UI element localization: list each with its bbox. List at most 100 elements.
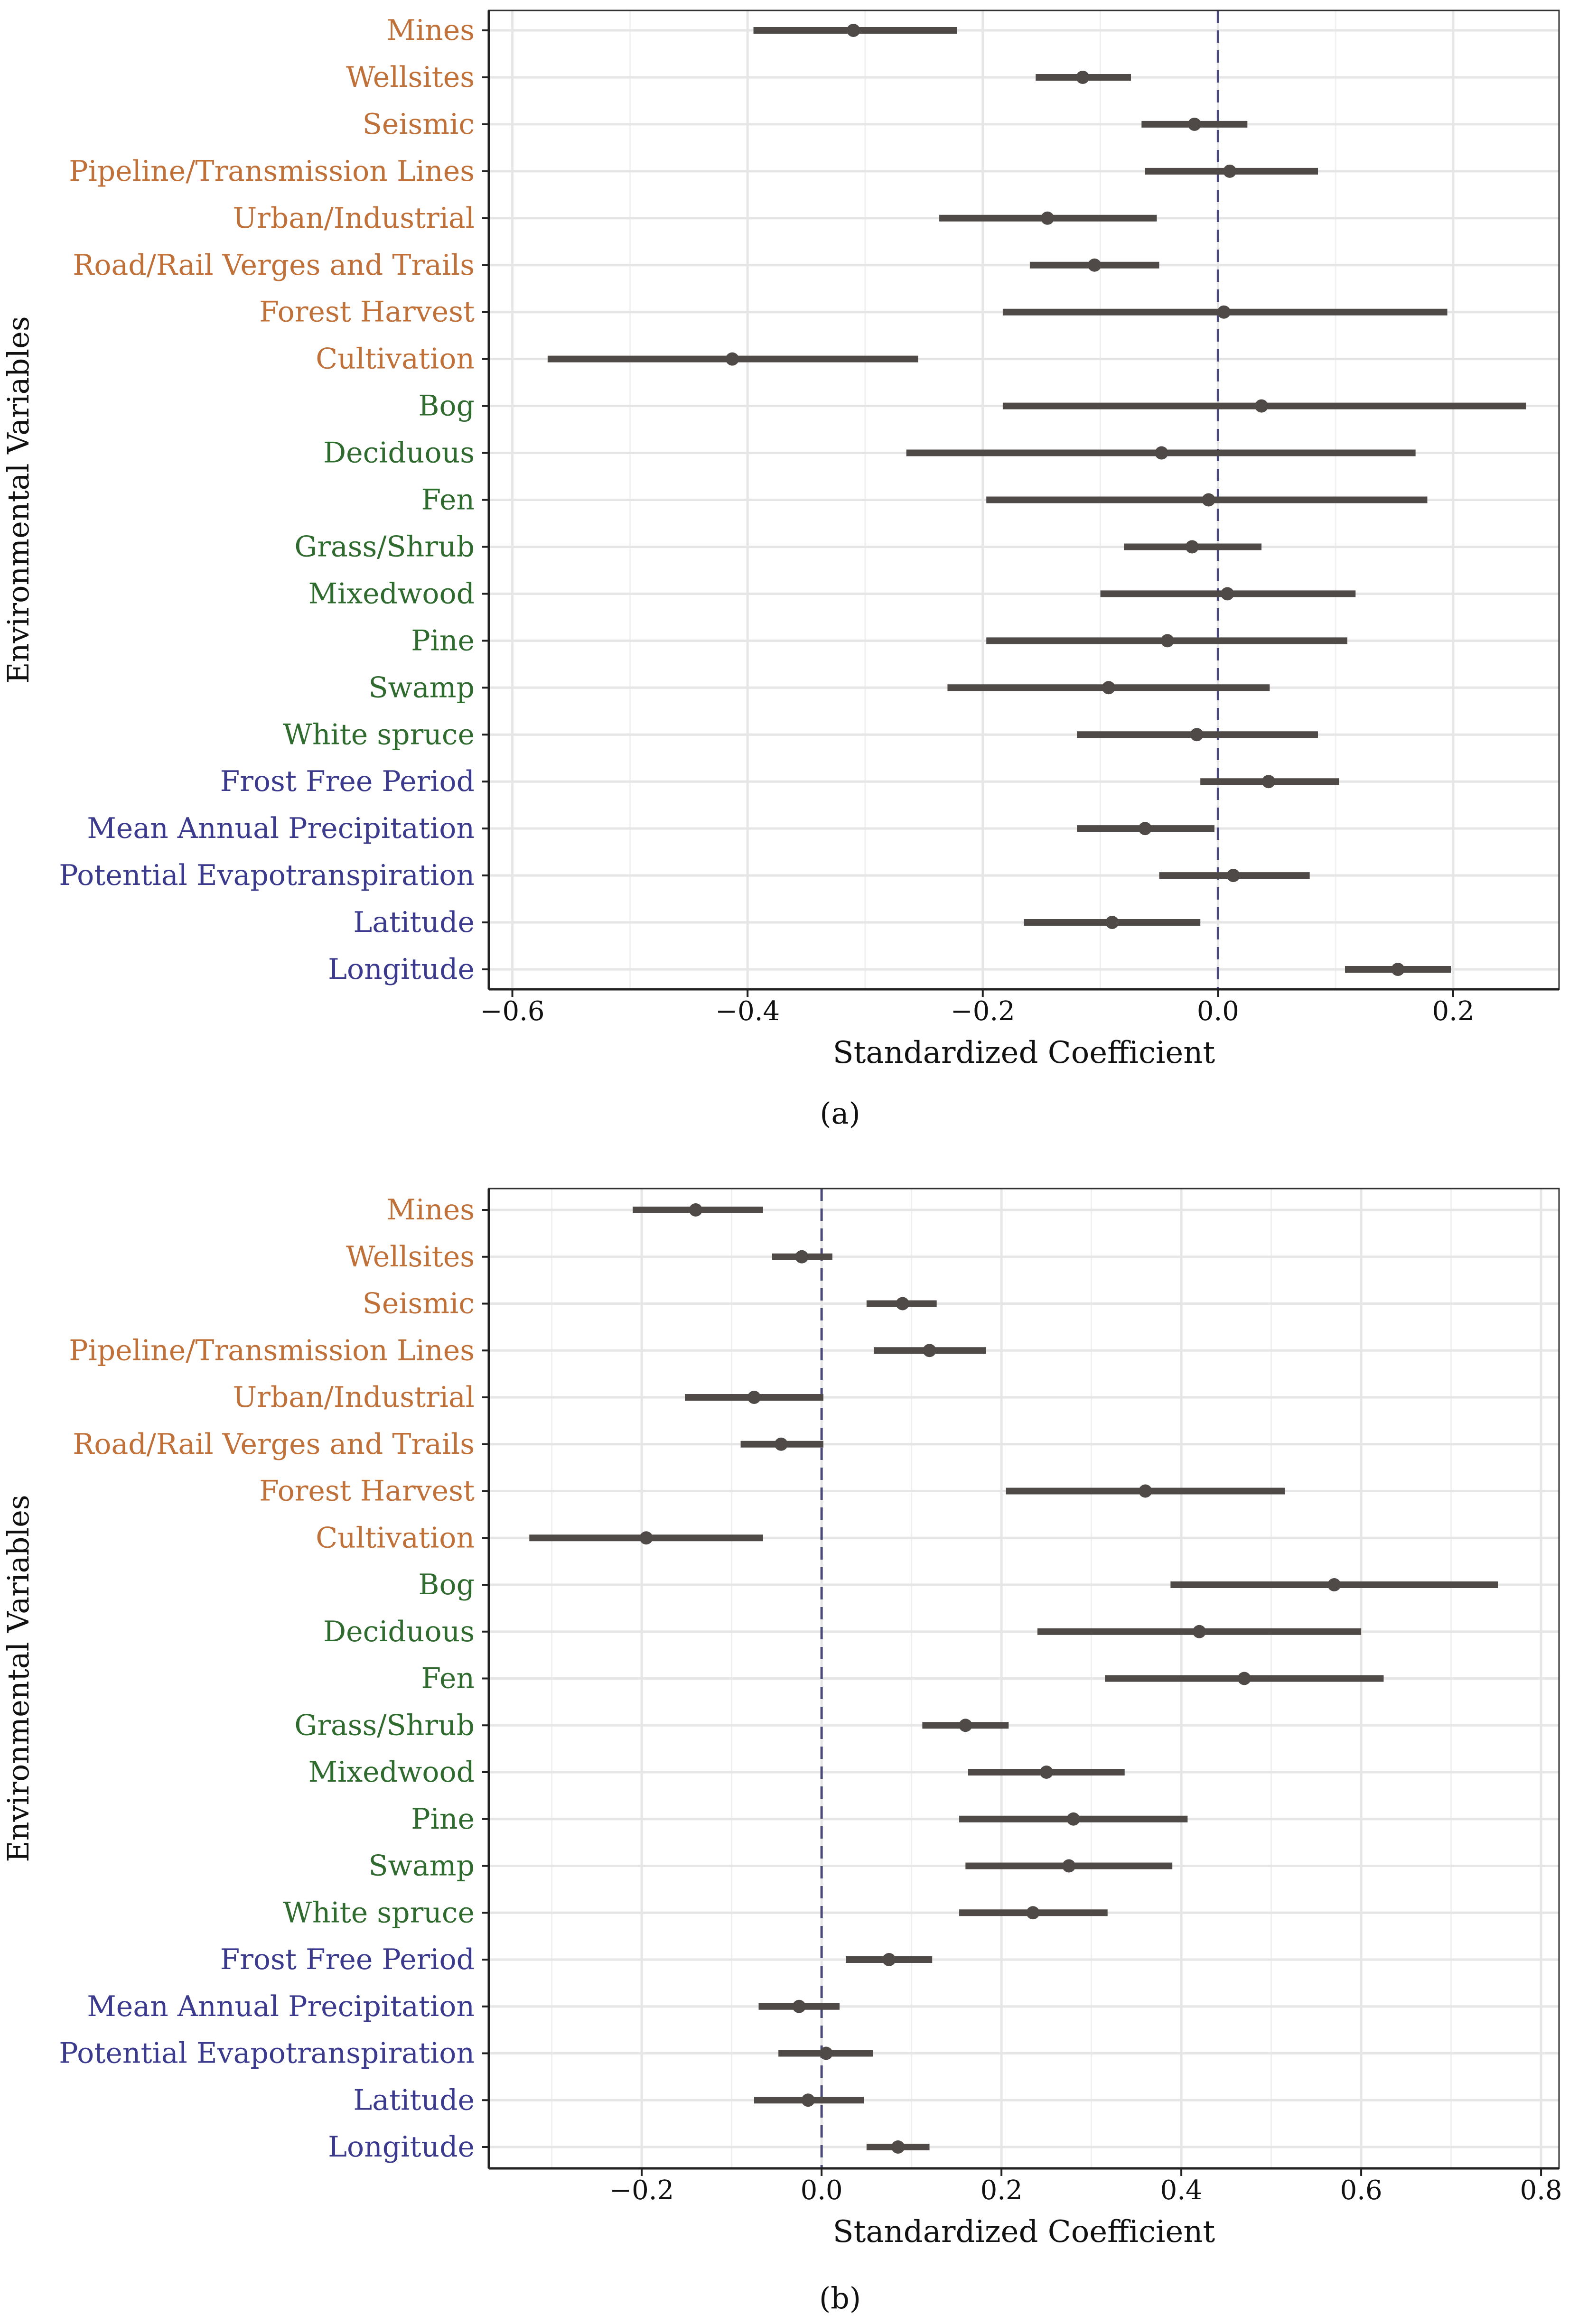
estimate-point — [639, 1531, 653, 1545]
y-tick-label: Deciduous — [323, 1615, 475, 1648]
estimate-point — [1039, 1766, 1053, 1779]
y-tick-label: Mixedwood — [308, 577, 475, 610]
estimate-point — [1391, 963, 1405, 976]
estimate-point — [689, 1203, 702, 1217]
estimate-point — [1026, 1906, 1040, 1920]
y-tick-label: White spruce — [283, 1896, 475, 1929]
coefficient-plot-a: Mines Wellsites Seismic Pipeline/Transmissi… — [0, 0, 1569, 1139]
estimate-point — [923, 1344, 936, 1357]
estimate-point — [1102, 681, 1115, 695]
y-tick-label: Pipeline/Transmission Lines — [69, 155, 475, 188]
x-tick-label: 0.4 — [1160, 2175, 1203, 2206]
y-tick-label: Bog — [418, 390, 475, 423]
y-tick-label: Longitude — [328, 2130, 475, 2164]
estimate-point — [1138, 822, 1152, 836]
y-tick-label: Urban/Industrial — [233, 1381, 475, 1414]
estimate-point — [1255, 399, 1269, 413]
y-tick-label: Swamp — [368, 671, 475, 704]
y-axis-title: Environmental Variables — [1, 316, 36, 683]
y-tick-label: Mean Annual Precipitation — [87, 812, 475, 845]
estimate-point — [1076, 70, 1090, 84]
estimate-point — [747, 1391, 761, 1404]
coefficient-plot-b: Mines Wellsites Seismic Pipeline/Transmissi… — [0, 1167, 1569, 2322]
estimate-point — [1062, 1859, 1076, 1873]
y-tick-label: Cultivation — [316, 343, 475, 376]
estimate-point — [1160, 634, 1174, 648]
estimate-point — [896, 1297, 909, 1311]
estimate-point — [1327, 1578, 1341, 1591]
x-tick-label: −0.6 — [480, 996, 545, 1027]
y-tick-label: Pipeline/Transmission Lines — [69, 1334, 475, 1367]
estimate-point — [795, 1250, 809, 1264]
figure-caption: (b) — [819, 2281, 861, 2315]
x-tick-label: 0.6 — [1340, 2175, 1382, 2206]
y-tick-label: Grass/Shrub — [294, 530, 475, 563]
y-tick-label: Road/Rail Verges and Trails — [73, 249, 475, 282]
estimate-point — [1221, 587, 1234, 601]
x-axis-title: Standardized Coefficient — [833, 2214, 1215, 2250]
y-tick-label: Frost Free Period — [220, 765, 475, 798]
x-tick-label: −0.2 — [951, 996, 1015, 1027]
estimate-point — [1226, 869, 1240, 883]
estimate-point — [882, 1953, 896, 1966]
y-tick-label: Mines — [386, 14, 475, 47]
y-tick-label: Forest Harvest — [259, 1475, 475, 1508]
y-tick-label: Seismic — [363, 108, 475, 141]
y-tick-label: Pine — [411, 624, 475, 657]
x-tick-label: 0.0 — [801, 2175, 843, 2206]
estimate-point — [1187, 117, 1201, 131]
estimate-point — [1223, 164, 1237, 178]
estimate-point — [792, 1999, 806, 2013]
y-tick-label: White spruce — [283, 718, 475, 751]
x-tick-label: 0.2 — [1432, 996, 1474, 1027]
y-tick-label: Deciduous — [323, 437, 475, 470]
figure-caption: (a) — [820, 1096, 860, 1131]
estimate-point — [1185, 540, 1199, 554]
y-tick-label: Frost Free Period — [220, 1943, 475, 1976]
y-tick-label: Mines — [386, 1193, 475, 1227]
x-axis-title: Standardized Coefficient — [833, 1035, 1215, 1070]
y-tick-label: Latitude — [353, 2083, 475, 2117]
estimate-point — [847, 24, 860, 37]
x-tick-label: 0.0 — [1197, 996, 1239, 1027]
estimate-point — [774, 1437, 788, 1451]
coefficient-plot-a-svg: Mines Wellsites Seismic Pipeline/Transmissi… — [1, 9, 1560, 1131]
y-tick-label: Urban/Industrial — [233, 202, 475, 235]
estimate-point — [801, 2093, 815, 2107]
y-tick-label: Mixedwood — [308, 1756, 475, 1789]
y-tick-label: Longitude — [328, 953, 475, 986]
x-tick-label: −0.2 — [609, 2175, 674, 2206]
estimate-point — [725, 352, 739, 366]
y-tick-label: Latitude — [353, 906, 475, 939]
y-tick-label: Forest Harvest — [259, 296, 475, 329]
x-tick-label: 0.8 — [1520, 2175, 1562, 2206]
y-tick-label: Mean Annual Precipitation — [87, 1990, 475, 2023]
y-tick-label: Bog — [418, 1568, 475, 1601]
y-tick-label: Pine — [411, 1803, 475, 1836]
estimate-point — [1155, 446, 1168, 460]
estimate-point — [1202, 493, 1215, 507]
estimate-point — [1193, 1625, 1206, 1638]
x-tick-label: −0.4 — [715, 996, 780, 1027]
estimate-point — [1217, 305, 1231, 319]
y-axis-title: Environmental Variables — [1, 1495, 36, 1862]
estimate-point — [959, 1719, 972, 1732]
y-tick-label: Road/Rail Verges and Trails — [73, 1428, 475, 1461]
y-tick-label: Seismic — [363, 1287, 475, 1320]
estimate-point — [1237, 1672, 1251, 1685]
estimate-point — [1261, 775, 1275, 789]
y-tick-label: Wellsites — [346, 61, 475, 94]
estimate-point — [1139, 1484, 1152, 1498]
estimate-point — [1066, 1812, 1080, 1826]
y-tick-label: Fen — [421, 1662, 475, 1695]
y-tick-label: Potential Evapotranspiration — [59, 2037, 475, 2070]
coefficient-plot-b-svg: Mines Wellsites Seismic Pipeline/Transmissi… — [1, 1188, 1562, 2315]
y-tick-label: Wellsites — [346, 1240, 475, 1274]
estimate-point — [1190, 728, 1204, 742]
estimate-point — [819, 2046, 833, 2060]
x-tick-label: 0.2 — [981, 2175, 1023, 2206]
y-tick-label: Cultivation — [316, 1521, 475, 1554]
estimate-point — [891, 2140, 905, 2154]
y-tick-label: Grass/Shrub — [294, 1709, 475, 1742]
estimate-point — [1041, 211, 1055, 225]
